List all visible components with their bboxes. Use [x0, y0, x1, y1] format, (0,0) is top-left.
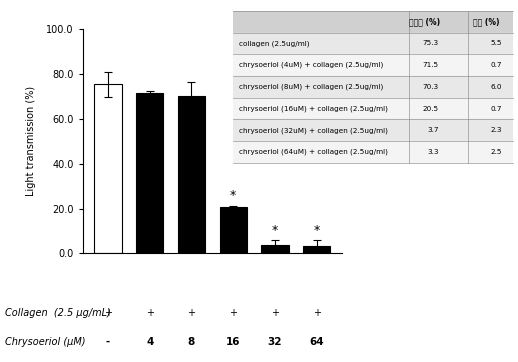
Y-axis label: Light transmission (%): Light transmission (%) [26, 86, 36, 196]
Bar [94, 84, 122, 253]
Text: 2.5: 2.5 [490, 149, 501, 155]
Text: +: + [229, 308, 237, 318]
Bar [220, 207, 247, 253]
Bar [233, 98, 513, 119]
Bar [233, 76, 513, 98]
Text: -: - [106, 337, 110, 347]
Text: 응집률 (%): 응집률 (%) [409, 17, 440, 26]
Text: +: + [313, 308, 321, 318]
Text: chrysoeriol (8uM) + collagen (2.5ug/ml): chrysoeriol (8uM) + collagen (2.5ug/ml) [239, 84, 383, 90]
Text: +: + [271, 308, 279, 318]
Text: 편쉠 (%): 편쉠 (%) [473, 17, 499, 26]
Bar [233, 141, 513, 163]
Text: chrysoeriol (32uM) + collagen (2.5ug/ml): chrysoeriol (32uM) + collagen (2.5ug/ml) [239, 127, 387, 134]
Text: chrysoeriol (4uM) + collagen (2.5ug/ml): chrysoeriol (4uM) + collagen (2.5ug/ml) [239, 62, 383, 68]
Text: 6.0: 6.0 [490, 84, 501, 90]
Text: 0.7: 0.7 [490, 62, 501, 68]
Text: 20.5: 20.5 [423, 106, 439, 111]
Text: +: + [188, 308, 195, 318]
Text: 3.7: 3.7 [427, 127, 439, 133]
Text: Collagen  (2.5 μg/mL): Collagen (2.5 μg/mL) [5, 308, 111, 318]
Text: 3.3: 3.3 [427, 149, 439, 155]
Text: 32: 32 [268, 337, 282, 347]
Bar [233, 54, 513, 76]
Bar [303, 246, 330, 253]
Text: 4: 4 [146, 337, 153, 347]
Bar [178, 96, 205, 253]
Text: *: * [314, 224, 320, 237]
Text: 71.5: 71.5 [423, 62, 439, 68]
Text: 2.3: 2.3 [490, 127, 501, 133]
Text: 0.7: 0.7 [490, 106, 501, 111]
Text: 70.3: 70.3 [423, 84, 439, 90]
Bar [262, 245, 289, 253]
Text: 5.5: 5.5 [490, 41, 501, 46]
Text: 16: 16 [226, 337, 240, 347]
Text: *: * [230, 189, 236, 202]
Text: 64: 64 [309, 337, 324, 347]
Text: collagen (2.5ug/ml): collagen (2.5ug/ml) [239, 40, 309, 47]
Text: chrysoeriol (64uM) + collagen (2.5ug/ml): chrysoeriol (64uM) + collagen (2.5ug/ml) [239, 149, 387, 155]
Text: 75.3: 75.3 [423, 41, 439, 46]
Bar [233, 119, 513, 141]
Bar [233, 33, 513, 54]
Bar [136, 93, 163, 253]
Bar [233, 11, 513, 33]
Text: +: + [104, 308, 112, 318]
Text: 8: 8 [188, 337, 195, 347]
Text: *: * [272, 224, 278, 237]
Text: Chrysoeriol (μM): Chrysoeriol (μM) [5, 337, 85, 347]
Text: +: + [146, 308, 154, 318]
Text: chrysoeriol (16uM) + collagen (2.5ug/ml): chrysoeriol (16uM) + collagen (2.5ug/ml) [239, 105, 387, 112]
